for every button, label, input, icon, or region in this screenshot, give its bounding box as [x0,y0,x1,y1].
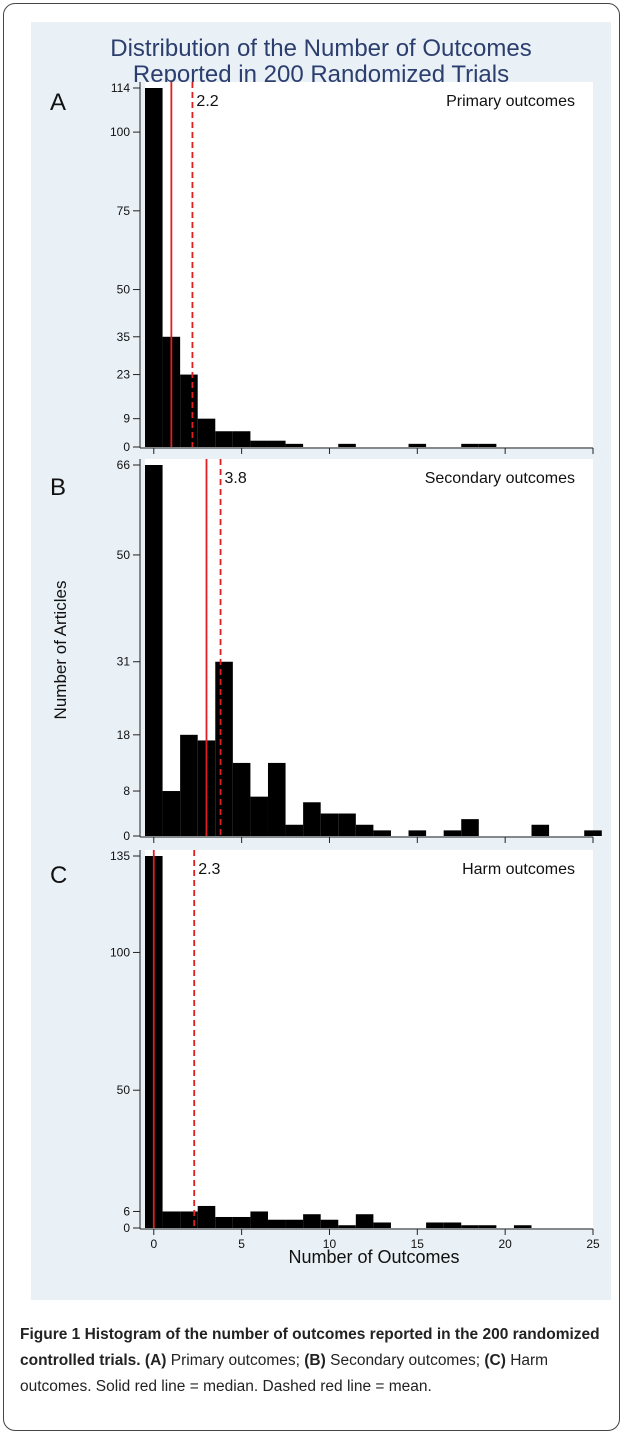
x-axis-label: Number of Outcomes [288,1247,459,1267]
caption-text-c: Harm outcomes. Solid red line = median. … [20,1352,549,1395]
figure-caption: Figure 1 Histogram of the number of outc… [20,1322,610,1400]
bar-b-6 [250,796,268,836]
bar-b-5 [232,762,251,836]
bar-c-4 [215,1216,233,1228]
bar-c-13 [373,1222,391,1228]
bar-b-25 [584,830,602,836]
y-tick-label-a-114: 114 [111,81,130,95]
bar-b-13 [373,830,391,836]
y-axis-label: Number of Articles [51,581,70,720]
bar-a-11 [338,443,356,447]
caption-tag-b: (B) [304,1352,326,1369]
bar-c-11 [338,1225,356,1228]
bar-a-15 [408,443,427,447]
bar-b-18 [461,819,479,836]
y-tick-label-c-6: 6 [123,1204,130,1218]
bar-b-15 [408,830,427,836]
y-tick-label-a-0: 0 [123,440,130,454]
bar-b-0 [145,465,163,836]
x-tick-label-c-15: 15 [411,1237,425,1251]
bar-b-2 [180,734,198,836]
bar-c-18 [461,1225,479,1228]
x-tick-label-c-5: 5 [238,1237,245,1251]
bar-a-6 [250,440,268,447]
bar-a-2 [180,374,198,447]
panel-letter-c: C [50,862,67,889]
bar-b-9 [303,802,321,836]
bar-a-18 [461,443,479,447]
y-tick-label-c-100: 100 [110,945,130,959]
caption-tag-c: (C) [484,1352,506,1369]
plot-area-c [145,850,593,1228]
bar-c-12 [355,1214,374,1228]
bar-c-6 [250,1211,268,1228]
bar-c-8 [285,1219,304,1228]
caption-text-b: Secondary outcomes; [330,1352,481,1369]
y-tick-label-c-50: 50 [117,1083,131,1097]
bar-b-4 [215,661,233,836]
figure-title-line1: Distribution of the Number of Outcomes [110,35,532,62]
caption-label: Figure 1 [20,1326,81,1343]
bar-a-7 [267,440,286,447]
bar-c-17 [443,1222,462,1228]
bar-b-12 [355,824,374,836]
y-tick-label-b-18: 18 [117,728,131,742]
bar-b-8 [285,824,304,836]
x-tick-label-c-20: 20 [498,1237,512,1251]
panel-letter-a: A [50,89,66,116]
x-tick-label-c-0: 0 [150,1237,157,1251]
plot-area-a [145,82,593,447]
y-tick-label-a-9: 9 [123,412,130,426]
bar-a-4 [215,431,233,447]
y-tick-label-c-0: 0 [123,1221,130,1235]
y-tick-label-b-8: 8 [123,784,130,798]
caption-tag-a: (A) [144,1352,167,1369]
bar-c-1 [162,1211,181,1228]
caption-text-a: Primary outcomes; [170,1352,300,1369]
bar-c-5 [232,1216,251,1228]
bar-b-10 [320,813,339,836]
bar-a-8 [285,443,304,447]
bar-a-5 [232,431,251,447]
bar-c-19 [478,1225,497,1228]
y-tick-label-b-0: 0 [123,829,130,843]
y-tick-label-a-50: 50 [117,283,131,297]
bar-c-16 [426,1222,444,1228]
bar-a-0 [145,88,163,447]
y-tick-label-b-66: 66 [117,458,131,472]
y-tick-label-a-23: 23 [117,368,131,382]
y-tick-label-a-35: 35 [117,330,131,344]
mean-label-c: 2.3 [198,861,220,878]
bar-c-7 [267,1219,286,1228]
bar-b-7 [267,762,286,836]
x-tick-label-c-25: 25 [586,1237,600,1251]
y-tick-label-b-31: 31 [117,655,131,669]
y-tick-label-c-135: 135 [110,849,130,863]
panel-annotation-c: Harm outcomes [462,861,575,878]
panel-annotation-b: Secondary outcomes [425,470,575,487]
bar-b-1 [162,791,181,836]
y-tick-label-b-50: 50 [117,548,131,562]
bar-a-3 [197,418,216,447]
bar-c-3 [197,1205,216,1228]
bar-c-9 [303,1214,321,1228]
panel-letter-b: B [50,474,66,501]
mean-label-b: 3.8 [225,470,247,487]
x-tick-label-c-10: 10 [323,1237,337,1251]
bar-c-21 [513,1225,532,1228]
bar-c-10 [320,1219,339,1228]
y-tick-label-a-75: 75 [117,204,131,218]
mean-label-a: 2.2 [196,93,218,110]
bar-a-19 [478,443,497,447]
caption-title: Histogram of the number of outcomes repo… [20,1326,600,1369]
bar-b-11 [338,813,356,836]
panel-annotation-a: Primary outcomes [446,93,575,110]
bar-b-17 [443,830,462,836]
y-tick-label-a-100: 100 [110,125,130,139]
bar-b-22 [531,824,550,836]
